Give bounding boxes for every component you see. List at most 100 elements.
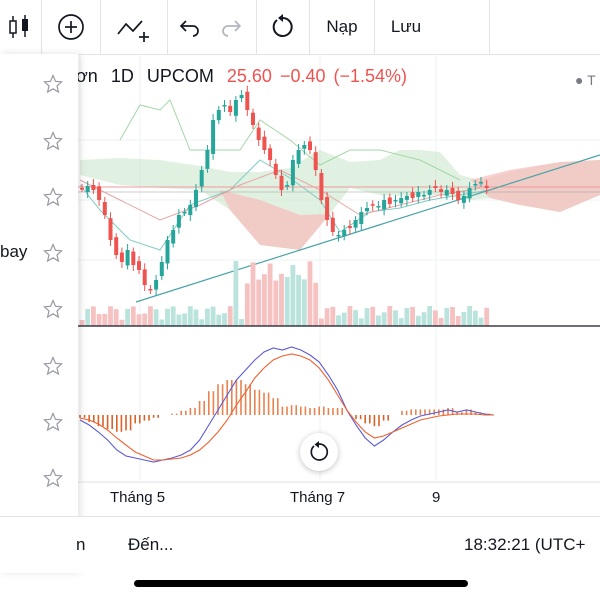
tenkan-line	[79, 159, 491, 251]
time-axis: Tháng 5 Tháng 7 9	[0, 482, 600, 512]
macd-line	[79, 346, 495, 463]
candle	[188, 205, 193, 216]
redo-icon	[222, 20, 242, 37]
volume-bar	[330, 306, 336, 326]
volume-bar	[393, 310, 398, 326]
volume-bar	[244, 283, 250, 326]
volume-bar	[421, 312, 427, 326]
volume-bar	[284, 276, 290, 326]
redo-button[interactable]	[210, 0, 252, 54]
candle	[393, 200, 398, 202]
add-symbol-button[interactable]	[42, 0, 100, 54]
reset-icon	[310, 441, 329, 461]
kijun-line	[79, 169, 481, 221]
volume-bar	[467, 306, 472, 326]
goto-date-button[interactable]: Đến...	[128, 535, 174, 554]
candle	[484, 185, 489, 188]
candle	[102, 201, 107, 215]
ichimoku-cloud-bear	[220, 190, 330, 250]
deposit-button[interactable]: Nạp	[326, 17, 358, 36]
candle	[387, 197, 392, 204]
reset-scale-button[interactable]	[300, 433, 338, 471]
candle	[370, 204, 375, 206]
volume-bar	[102, 313, 108, 326]
volume-bar	[301, 279, 307, 326]
undo-button[interactable]	[170, 0, 210, 54]
trendline	[135, 154, 600, 303]
bottom-bar: n Đến... 18:32:21 (UTC+	[0, 516, 600, 573]
volume-bar	[410, 306, 415, 326]
volume-bar	[153, 309, 159, 326]
volume-bar	[176, 314, 182, 326]
star-icon[interactable]	[43, 299, 63, 319]
indicators-button[interactable]	[101, 0, 167, 54]
star-icon[interactable]	[43, 74, 63, 94]
candle	[325, 197, 330, 220]
volume-bar	[427, 306, 433, 326]
candle	[296, 150, 301, 164]
volume-bar	[205, 308, 210, 326]
volume-bar	[370, 306, 376, 326]
symbol-header[interactable]: ơn 1D UPCOM 25.60 −0.40 (−1.54%)	[76, 66, 415, 87]
star-icon[interactable]	[43, 187, 63, 207]
volume-bar	[455, 315, 461, 326]
chart-area[interactable]	[0, 54, 600, 516]
chart-style-button[interactable]	[0, 0, 40, 54]
candle	[199, 170, 204, 187]
candle	[239, 95, 244, 99]
candle	[404, 196, 409, 200]
volume-bar	[404, 307, 410, 326]
range-partial-label[interactable]: n	[76, 535, 86, 554]
interval-label[interactable]: 1D	[110, 66, 134, 86]
volume-bar	[398, 318, 404, 326]
star-icon[interactable]	[43, 468, 63, 488]
symbol-name[interactable]: ơn	[76, 66, 98, 86]
home-indicator	[134, 580, 468, 587]
candlesticks	[80, 85, 489, 296]
reset-icon	[272, 14, 293, 37]
star-icon[interactable]	[43, 131, 63, 151]
last-price: 25.60	[226, 66, 272, 86]
star-icon[interactable]	[43, 412, 63, 432]
volume-bar	[222, 313, 227, 326]
candle	[336, 235, 341, 237]
candle	[251, 112, 255, 125]
candle	[85, 186, 90, 192]
reset-chart-button[interactable]	[257, 0, 309, 54]
volume-bar	[433, 310, 438, 326]
candle	[416, 192, 421, 198]
price-chart[interactable]	[0, 54, 600, 516]
volume-bar	[450, 307, 455, 326]
volume-bar	[387, 306, 393, 326]
clock-timezone[interactable]: 18:32:21 (UTC+	[464, 535, 586, 554]
star-icon[interactable]	[43, 356, 63, 376]
save-button[interactable]: Lưu	[390, 17, 422, 36]
candle	[273, 163, 278, 175]
volume-bar	[142, 313, 148, 326]
volume-bar	[79, 320, 85, 326]
candle	[433, 186, 438, 188]
volume-bar	[148, 306, 153, 326]
volume-bar	[438, 317, 444, 326]
volume-bar	[279, 273, 284, 326]
candle	[119, 252, 124, 262]
candle	[279, 175, 284, 190]
chart-grid	[76, 54, 600, 480]
signal-line	[79, 353, 494, 461]
volume-bar	[108, 306, 113, 326]
candle	[422, 195, 426, 197]
chikou-line	[119, 99, 461, 181]
volume-bar	[353, 310, 358, 326]
volume-bar	[119, 319, 125, 326]
candle	[233, 100, 238, 116]
volume-bar	[250, 262, 256, 326]
candle	[182, 212, 187, 214]
star-icon[interactable]	[43, 243, 63, 263]
candle	[165, 240, 170, 264]
indicator-icon	[117, 20, 149, 42]
candle	[131, 251, 136, 265]
plus-circle-icon	[58, 14, 84, 40]
volume-bar	[239, 319, 244, 326]
watchlist-partial-label[interactable]: bay	[0, 242, 28, 261]
volume-bar	[210, 306, 216, 326]
